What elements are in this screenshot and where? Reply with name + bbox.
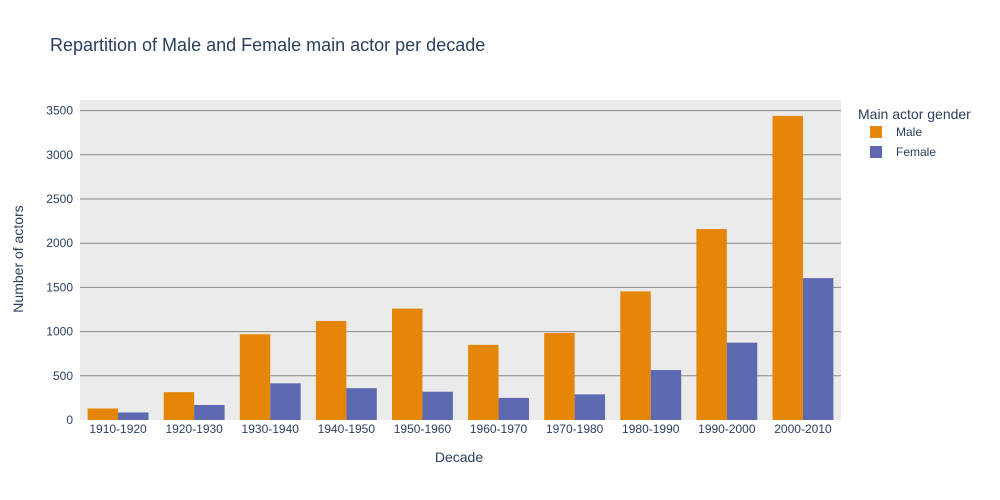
bar-male-1960-1970[interactable] <box>468 344 499 420</box>
bar-female-1970-1980[interactable] <box>574 394 606 420</box>
bar-male-1990-2000[interactable] <box>696 229 727 420</box>
bar-female-1940-1950[interactable] <box>346 388 377 420</box>
bar-male-1970-1980[interactable] <box>544 332 575 420</box>
legend[interactable]: Main actor gender Male Female <box>858 106 971 159</box>
legend-label-female[interactable]: Female <box>896 145 936 159</box>
y-tick-label: 1000 <box>46 325 73 339</box>
bar-female-1930-1940[interactable] <box>270 383 301 420</box>
bar-female-1920-1930[interactable] <box>194 404 225 420</box>
x-tick-label: 1960-1970 <box>470 422 528 436</box>
legend-label-male[interactable]: Male <box>896 125 922 139</box>
bar-male-1930-1940[interactable] <box>239 334 271 420</box>
bar-female-1960-1970[interactable] <box>498 397 529 420</box>
bar-female-1990-2000[interactable] <box>726 342 758 420</box>
bar-male-1980-1990[interactable] <box>620 291 651 420</box>
x-tick-label: 1950-1960 <box>394 422 452 436</box>
y-tick-label: 500 <box>53 369 73 383</box>
y-tick-label: 0 <box>66 413 73 427</box>
x-tick-label: 1940-1950 <box>318 422 376 436</box>
y-tick-label: 1500 <box>46 280 73 294</box>
bar-female-2000-2010[interactable] <box>802 278 834 420</box>
legend-swatch-male[interactable] <box>870 126 882 138</box>
bar-male-1910-1920[interactable] <box>87 408 119 420</box>
x-tick-label: 1970-1980 <box>546 422 604 436</box>
x-tick-label: 1930-1940 <box>242 422 300 436</box>
y-tick-label: 3500 <box>46 104 73 118</box>
bar-female-1980-1990[interactable] <box>650 370 682 420</box>
legend-swatch-female[interactable] <box>870 146 882 158</box>
x-tick-label: 1990-2000 <box>698 422 756 436</box>
legend-title: Main actor gender <box>858 106 971 122</box>
x-tick-label: 1910-1920 <box>89 422 147 436</box>
x-tick-label: 1920-1930 <box>165 422 223 436</box>
bar-male-1920-1930[interactable] <box>163 392 195 420</box>
bar-male-2000-2010[interactable] <box>772 115 803 420</box>
bars <box>87 115 834 420</box>
bar-male-1950-1960[interactable] <box>392 308 423 420</box>
x-tick-label: 1980-1990 <box>622 422 680 436</box>
x-tick-label: 2000-2010 <box>774 422 832 436</box>
x-axis-ticks: 1910-1920 1920-1930 1930-1940 1940-1950 1950… <box>89 422 832 436</box>
chart-title: Repartition of Male and Female main acto… <box>50 35 485 55</box>
y-tick-label: 2000 <box>46 236 73 250</box>
bar-male-1940-1950[interactable] <box>315 320 347 420</box>
x-axis-title: Decade <box>435 449 483 465</box>
y-tick-label: 2500 <box>46 192 73 206</box>
grid-lines <box>80 110 841 377</box>
y-tick-label: 3000 <box>46 148 73 162</box>
y-axis-title: Number of actors <box>10 205 26 312</box>
bar-female-1910-1920[interactable] <box>118 412 149 420</box>
y-axis-ticks: 0 500 1000 1500 2000 2500 3000 3500 <box>46 104 73 427</box>
bar-female-1950-1960[interactable] <box>422 391 453 420</box>
